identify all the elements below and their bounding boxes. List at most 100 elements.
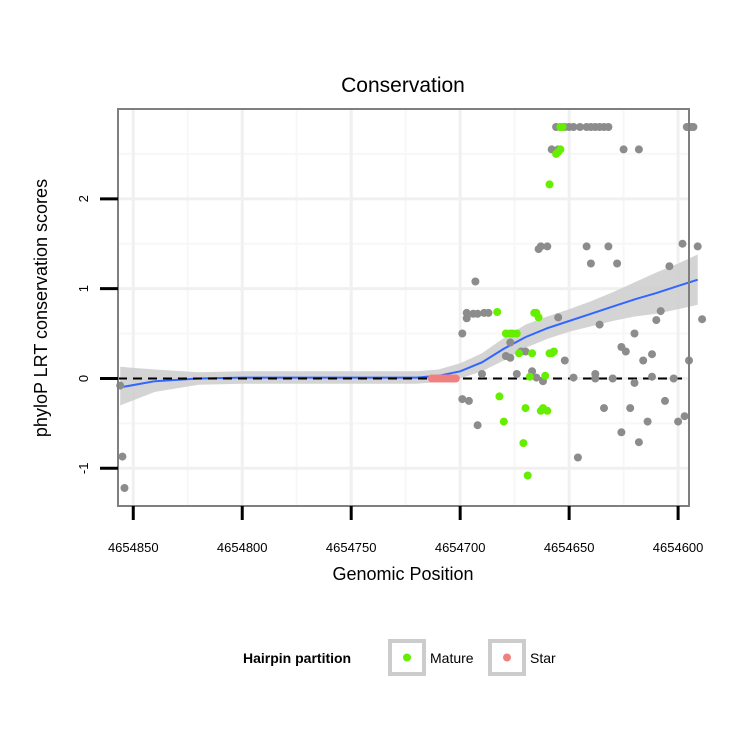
point-other-5 xyxy=(464,396,473,405)
point-other-61 xyxy=(643,417,652,426)
point-mature-19 xyxy=(543,406,552,415)
confidence-ribbon xyxy=(120,254,698,406)
y-tick-label-1: 0 xyxy=(76,375,91,382)
point-mature-18 xyxy=(541,371,550,380)
legend: Hairpin partition Mature Star xyxy=(243,639,556,676)
point-mature-2 xyxy=(499,417,508,426)
point-other-81 xyxy=(698,315,707,324)
x-tick-label-3: 4654700 xyxy=(435,540,486,555)
point-other-59 xyxy=(634,438,643,447)
point-other-75 xyxy=(630,378,639,387)
point-other-16 xyxy=(506,353,515,362)
legend-label-star: Star xyxy=(530,650,556,666)
point-other-1 xyxy=(118,452,127,461)
y-axis-title: phyloP LRT conservation scores xyxy=(31,179,51,437)
point-other-64 xyxy=(656,307,665,316)
point-other-57 xyxy=(626,404,635,413)
point-mature-10 xyxy=(523,471,532,480)
point-other-32 xyxy=(576,123,584,131)
point-other-62 xyxy=(648,350,656,359)
point-other-52 xyxy=(604,242,613,251)
point-mature-12 xyxy=(528,349,537,358)
point-other-46 xyxy=(573,453,582,462)
point-mature-6 xyxy=(512,329,521,338)
point-other-3 xyxy=(458,329,467,338)
legend-point-star xyxy=(503,653,511,662)
point-mature-28 xyxy=(558,123,567,131)
point-other-53 xyxy=(608,374,617,383)
point-other-72 xyxy=(648,372,656,381)
point-other-44 xyxy=(560,356,569,365)
point-mature-7 xyxy=(515,349,523,358)
point-other-26 xyxy=(543,242,552,251)
point-other-18 xyxy=(512,370,521,378)
point-other-14 xyxy=(484,308,493,317)
point-other-20 xyxy=(521,347,530,356)
y-axis: -1 0 1 2 xyxy=(76,195,118,474)
point-other-51 xyxy=(600,404,608,413)
y-tick-label-0: -1 xyxy=(76,463,91,475)
confidence-ribbon-layer xyxy=(120,254,698,406)
x-tick-label-1: 4654800 xyxy=(217,540,268,555)
point-other-69 xyxy=(678,239,687,248)
x-tick-label-0: 4654850 xyxy=(108,540,159,555)
point-other-7 xyxy=(462,308,471,317)
point-other-9 xyxy=(471,277,480,286)
point-other-56 xyxy=(621,347,630,356)
point-other-22 xyxy=(532,373,541,382)
point-other-60 xyxy=(639,356,648,365)
point-other-17 xyxy=(506,338,515,347)
point-mature-23 xyxy=(545,180,554,189)
x-tick-label-2: 4654750 xyxy=(326,540,377,555)
point-mature-15 xyxy=(534,313,543,322)
x-axis-title: Genomic Position xyxy=(332,564,473,584)
point-other-48 xyxy=(586,259,595,268)
point-other-11 xyxy=(473,309,482,318)
point-other-50 xyxy=(595,320,604,329)
point-mature-9 xyxy=(521,404,530,413)
y-tick-label-2: 1 xyxy=(76,285,91,292)
point-other-43 xyxy=(554,313,563,322)
point-mature-11 xyxy=(525,372,534,381)
point-other-58 xyxy=(630,329,639,338)
legend-title: Hairpin partition xyxy=(243,650,351,666)
point-other-54 xyxy=(613,259,622,268)
point-other-79 xyxy=(689,123,698,131)
point-mature-0 xyxy=(493,308,502,316)
point-other-67 xyxy=(669,374,678,383)
point-other-70 xyxy=(680,412,689,421)
point-other-66 xyxy=(665,262,674,271)
plot-panel-border xyxy=(117,108,690,507)
x-tick-label-4: 4654650 xyxy=(544,540,595,555)
point-mature-22 xyxy=(549,347,558,356)
point-other-24 xyxy=(536,242,545,251)
point-other-63 xyxy=(652,316,661,325)
point-other-47 xyxy=(582,242,591,251)
legend-point-mature xyxy=(403,653,411,662)
y-tick-label-3: 2 xyxy=(76,195,91,202)
point-other-31 xyxy=(569,123,578,131)
x-tick-label-5: 4654600 xyxy=(653,540,704,555)
point-mature-1 xyxy=(495,392,504,401)
point-star-11 xyxy=(451,374,460,383)
point-mature-26 xyxy=(556,145,565,154)
point-other-38 xyxy=(604,123,613,131)
point-other-12 xyxy=(478,370,486,378)
point-other-42 xyxy=(619,145,628,154)
point-other-4 xyxy=(458,395,467,404)
point-other-10 xyxy=(473,421,482,430)
point-other-74 xyxy=(617,428,626,437)
legend-label-mature: Mature xyxy=(430,650,474,666)
point-other-80 xyxy=(693,242,702,251)
point-other-65 xyxy=(661,396,669,405)
point-mature-8 xyxy=(519,439,528,448)
point-other-45 xyxy=(569,373,578,382)
x-axis: 4654850 4654800 4654750 4654700 4654650 46546… xyxy=(108,506,703,555)
point-other-73 xyxy=(591,370,600,378)
chart-title: Conservation xyxy=(341,74,465,97)
data-points-layer xyxy=(116,123,707,492)
point-other-41 xyxy=(634,145,643,154)
point-other-2 xyxy=(120,484,129,492)
point-other-68 xyxy=(674,417,683,426)
